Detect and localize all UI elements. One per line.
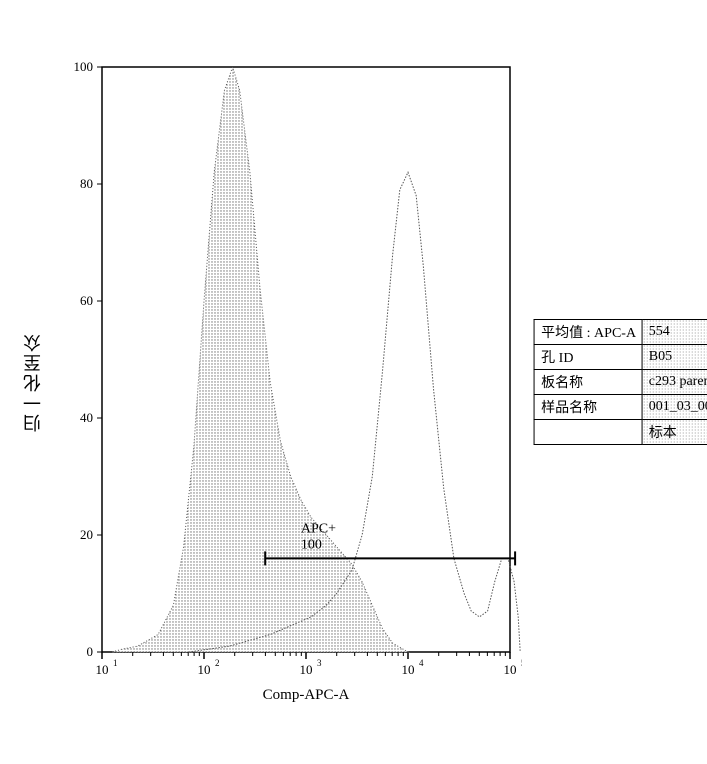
table-cell: B05 xyxy=(642,345,707,370)
svg-text:100: 100 xyxy=(74,59,94,74)
svg-text:10: 10 xyxy=(504,662,517,677)
table-cell: 001_03_005_012_fcs xyxy=(642,395,707,420)
svg-text:5: 5 xyxy=(521,658,522,668)
table-header: 孔 ID xyxy=(535,345,643,370)
svg-text:10: 10 xyxy=(96,662,109,677)
table-header: 板名称 xyxy=(535,370,643,395)
table-cell: 标本 xyxy=(642,420,707,445)
table-cell: c293 parental xyxy=(642,370,707,395)
svg-text:0: 0 xyxy=(87,644,94,659)
svg-text:3: 3 xyxy=(317,658,322,668)
chart-column: 0 20 40 60 80 100 10 1 10 2 10 3 10 4 10 5 Comp-APC-A APC… xyxy=(52,57,522,707)
table-cell: 554 xyxy=(642,320,707,345)
svg-text:2: 2 xyxy=(215,658,220,668)
svg-text:1: 1 xyxy=(113,658,118,668)
svg-text:4: 4 xyxy=(419,658,424,668)
data-table-container: 样品名称板名称孔 ID平均值 : APC-A标本001_03_005_012_f… xyxy=(534,319,707,445)
svg-text:10: 10 xyxy=(402,662,415,677)
table-row: 标本001_03_005_012_fcsc293 parentalB05554 xyxy=(642,320,707,445)
svg-text:60: 60 xyxy=(80,293,93,308)
svg-text:40: 40 xyxy=(80,410,93,425)
table-header: 平均值 : APC-A xyxy=(535,320,643,345)
table-header xyxy=(535,420,643,445)
data-table: 样品名称板名称孔 ID平均值 : APC-A标本001_03_005_012_f… xyxy=(534,319,707,445)
svg-text:100: 100 xyxy=(301,537,322,552)
svg-text:80: 80 xyxy=(80,176,93,191)
figure-container: 归一化至众 0 20 40 60 80 100 10 1 10 2 10 3 10 4 10 5 Comp-AP… xyxy=(20,20,707,744)
histogram-chart: 0 20 40 60 80 100 10 1 10 2 10 3 10 4 10 5 Comp-APC-A APC… xyxy=(52,57,522,707)
svg-text:Comp-APC-A: Comp-APC-A xyxy=(263,687,350,703)
table-header: 样品名称 xyxy=(535,395,643,420)
svg-text:20: 20 xyxy=(80,527,93,542)
y-axis-label: 归一化至众 xyxy=(20,332,46,432)
svg-text:10: 10 xyxy=(300,662,313,677)
svg-text:10: 10 xyxy=(198,662,211,677)
svg-text:APC+: APC+ xyxy=(301,521,336,536)
